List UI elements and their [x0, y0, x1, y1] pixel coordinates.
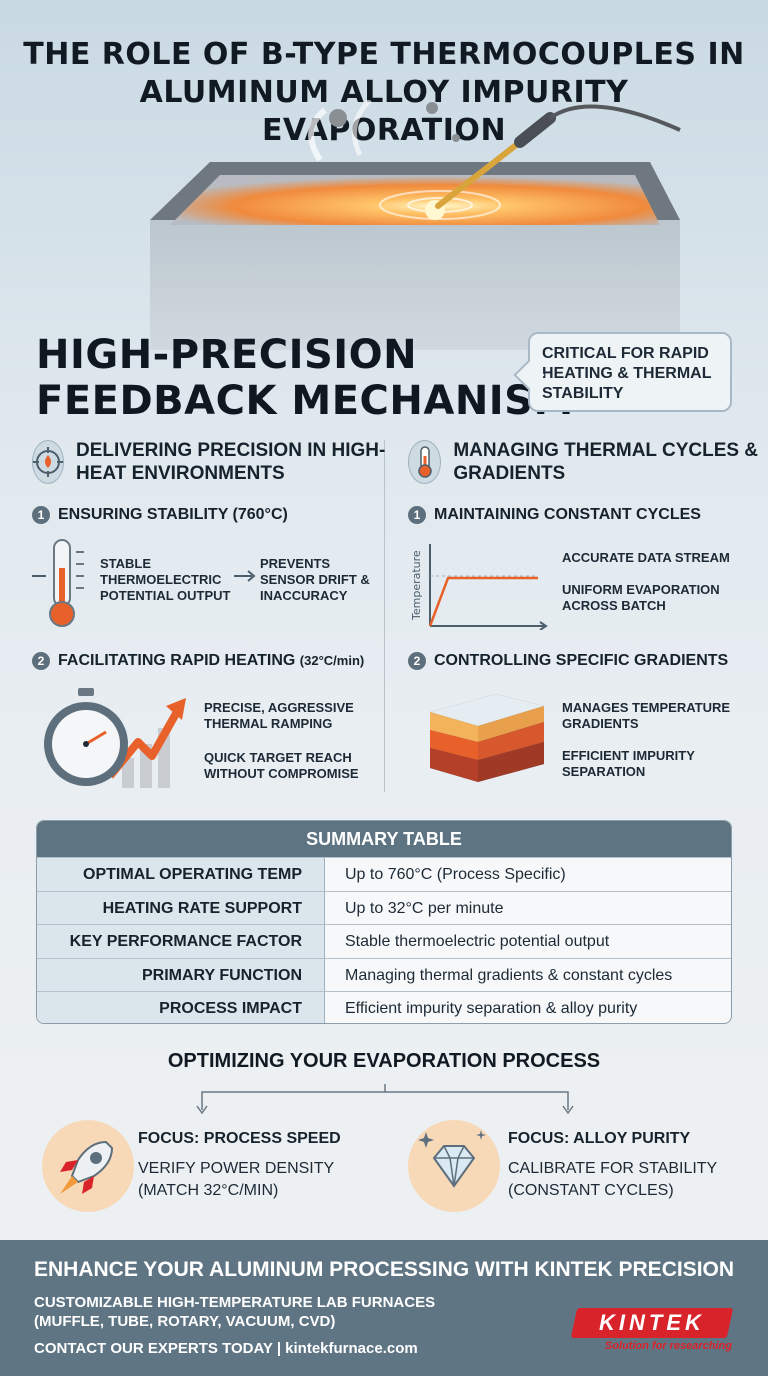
step-number: 1: [408, 506, 426, 524]
logo-text: KINTEK: [599, 1310, 705, 1335]
callout-box: CRITICAL FOR RAPID HEATING & THERMAL STA…: [528, 332, 732, 412]
stability-subheading: 1 ENSURING STABILITY (760°C): [32, 506, 288, 524]
table-row-value: Efficient impurity separation & alloy pu…: [345, 1000, 638, 1018]
precision-column-title: DELIVERING PRECISION IN HIGH-HEAT ENVIRO…: [76, 440, 386, 484]
table-row: KEY PERFORMANCE FACTOR Stable thermoelec…: [37, 924, 731, 958]
table-row: PRIMARY FUNCTION Managing thermal gradie…: [37, 957, 731, 992]
gradients-subheading: 2 CONTROLLING SPECIFIC GRADIENTS: [408, 652, 728, 670]
table-row-label: HEATING RATE SUPPORT: [37, 891, 325, 925]
impurity-separation-caption: EFFICIENT IMPURITY SEPARATION: [562, 748, 695, 779]
footer-banner: ENHANCE YOUR ALUMINUM PROCESSING WITH KI…: [0, 1240, 768, 1376]
target-reach-caption: QUICK TARGET REACH WITHOUT COMPROMISE: [204, 750, 359, 781]
ramping-caption: PRECISE, AGGRESSIVE THERMAL RAMPING: [204, 700, 354, 731]
stability-title: ENSURING STABILITY (760°C): [58, 506, 288, 524]
step-number: 2: [408, 652, 426, 670]
table-row-value: Stable thermoelectric potential output: [345, 933, 610, 951]
thermal-column-title: MANAGING THERMAL CYCLES & GRADIENTS: [453, 440, 759, 484]
diamond-icon: [408, 1120, 500, 1212]
temperature-graph-icon: Temperature: [410, 544, 548, 630]
uniform-evaporation-caption: UNIFORM EVAPORATION ACROSS BATCH: [562, 582, 720, 613]
data-stream-caption: ACCURATE DATA STREAM: [562, 550, 730, 565]
logo-tagline: Solution for researching: [604, 1340, 732, 1352]
sensor-drift-caption: PREVENTS SENSOR DRIFT & INACCURACY: [260, 556, 370, 603]
page-title: THE ROLE OF B-TYPE THERMOCOUPLES IN ALUM…: [23, 37, 745, 148]
optimizing-title: OPTIMIZING YOUR EVAPORATION PROCESS: [167, 1050, 601, 1072]
temperature-gradients-caption: MANAGES TEMPERATURE GRADIENTS: [562, 700, 731, 731]
footer-products: CUSTOMIZABLE HIGH-TEMPERATURE LAB FURNAC…: [34, 1293, 435, 1331]
column-divider: [384, 440, 385, 792]
table-row: HEATING RATE SUPPORT Up to 32°C per minu…: [37, 890, 731, 925]
process-speed-line2: (MATCH 32°C/min): [138, 1182, 279, 1199]
headline-line1: HIGH-PRECISION: [36, 332, 418, 378]
process-speed-title: FOCUS: PROCESS SPEED: [138, 1130, 341, 1147]
footer-line2: (MUFFLE, TUBE, ROTARY, VACUUM, CVD): [34, 1313, 336, 1330]
summary-table: SUMMARY TABLE OPTIMAL OPERATING TEMP Up …: [36, 820, 732, 1024]
thermometer-icon: [32, 539, 84, 627]
table-row: OPTIMAL OPERATING TEMP Up to 760°C (Proc…: [37, 857, 731, 891]
process-speed-line1: VERIFY POWER DENSITY: [138, 1160, 335, 1177]
footer-headline: ENHANCE YOUR ALUMINUM PROCESSING WITH KI…: [34, 1258, 735, 1281]
logo-box: KINTEK: [570, 1308, 734, 1338]
rapid-heating-title: FACILITATING RAPID HEATING: [58, 652, 296, 670]
table-row-value: Up to 32°C per minute: [345, 899, 504, 917]
rocket-icon: [42, 1120, 134, 1212]
crucible-illustration: [150, 100, 681, 350]
headline-line2: FEEDBACK MECHANISM: [36, 378, 574, 424]
arrow-right-icon: [234, 570, 256, 582]
target-flame-icon: [32, 440, 64, 484]
thermal-column: MANAGING THERMAL CYCLES & GRADIENTS: [408, 436, 768, 488]
precision-column: DELIVERING PRECISION IN HIGH-HEAT ENVIRO…: [32, 436, 392, 488]
feedback-headline: HIGH-PRECISION FEEDBACK MECHANISM: [36, 332, 574, 424]
step-number: 2: [32, 652, 50, 670]
summary-table-header: SUMMARY TABLE: [37, 821, 731, 857]
footer-line1: CUSTOMIZABLE HIGH-TEMPERATURE LAB FURNAC…: [34, 1294, 436, 1311]
branch-connector: [196, 1084, 574, 1115]
kintek-logo: KINTEK Solution for researching: [570, 1308, 734, 1352]
table-row-label: PROCESS IMPACT: [37, 992, 325, 1023]
graph-axis-label: Temperature: [410, 550, 423, 621]
thermometer-icon: [408, 440, 442, 484]
footer-contact-link[interactable]: CONTACT OUR EXPERTS TODAY | kintekfurnac…: [34, 1340, 418, 1357]
rapid-heating-subheading: 2 FACILITATING RAPID HEATING (32°C/min): [32, 652, 364, 670]
gradients-title: CONTROLLING SPECIFIC GRADIENTS: [434, 652, 729, 670]
alloy-purity-title: FOCUS: ALLOY PURITY: [508, 1130, 691, 1147]
constant-cycles-title: MAINTAINING CONSTANT CYCLES: [434, 506, 701, 524]
table-row: PROCESS IMPACT Efficient impurity separa…: [37, 991, 731, 1023]
step-number: 1: [32, 506, 50, 524]
rapid-heating-rate: (32°C/min): [299, 653, 365, 669]
table-row-label: KEY PERFORMANCE FACTOR: [37, 925, 325, 958]
table-row-value: Up to 760°C (Process Specific): [345, 866, 566, 883]
stopwatch-icon: [44, 688, 186, 788]
table-row-label: PRIMARY FUNCTION: [37, 958, 325, 992]
alloy-purity-line2: (CONSTANT CYCLES): [508, 1182, 674, 1199]
constant-cycles-subheading: 1 MAINTAINING CONSTANT CYCLES: [408, 506, 701, 524]
alloy-purity-line1: CALIBRATE FOR STABILITY: [508, 1160, 718, 1177]
stable-output-caption: STABLE THERMOELECTRIC POTENTIAL OUTPUT: [100, 556, 231, 603]
table-row-value: Managing thermal gradients & constant cy…: [345, 966, 673, 984]
layered-block-icon: [430, 694, 544, 782]
table-row-label: OPTIMAL OPERATING TEMP: [37, 858, 325, 891]
